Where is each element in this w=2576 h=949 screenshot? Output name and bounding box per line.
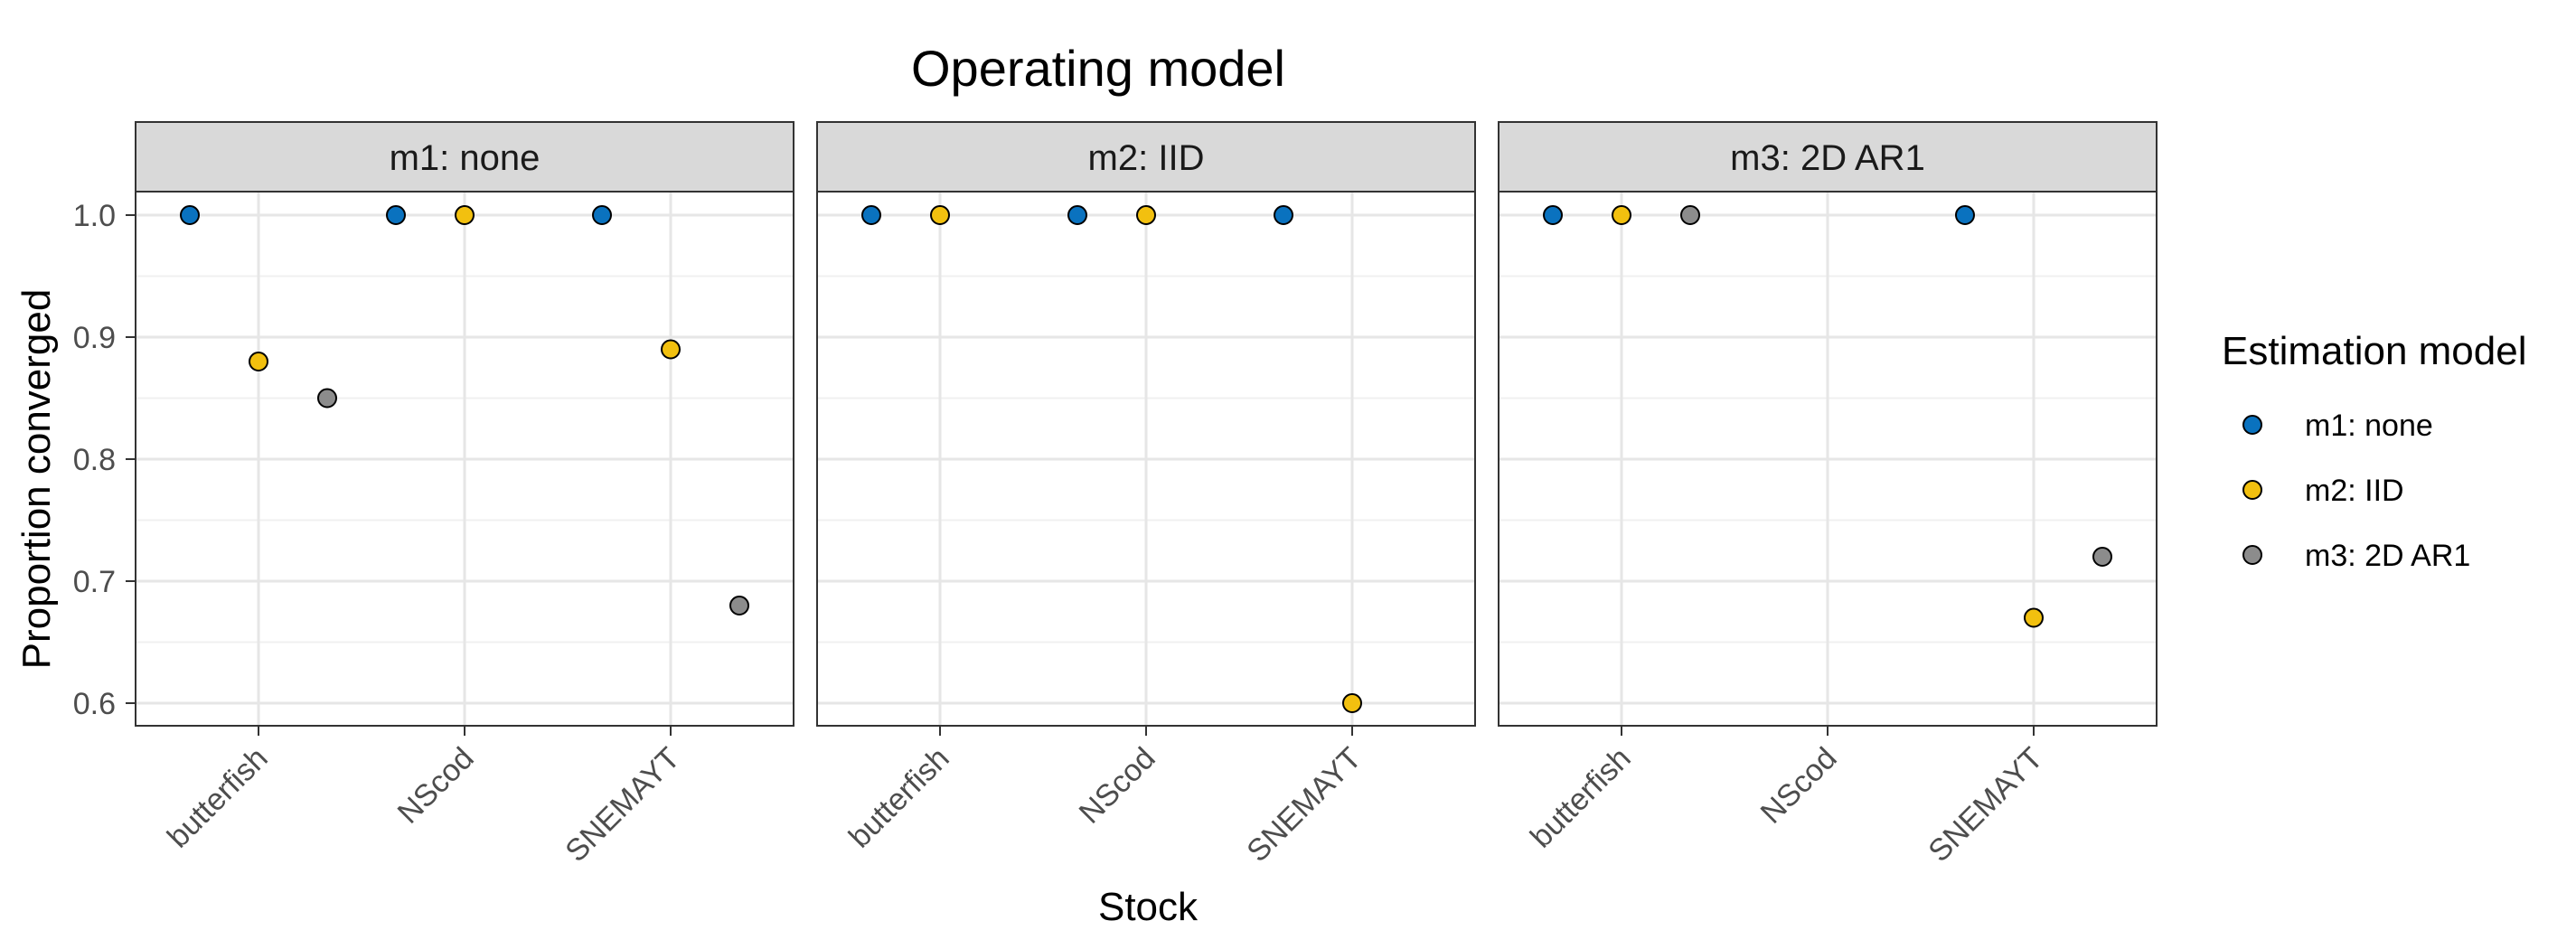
x-axis-title: Stock — [1098, 885, 1199, 929]
data-point-m1-none — [180, 205, 200, 225]
y-tick-label: 1.0 — [73, 199, 116, 233]
y-tick-label: 0.6 — [73, 687, 116, 721]
data-point-m2-iid — [1136, 205, 1156, 225]
x-tick-label: butterfish — [842, 741, 956, 855]
chart-title: Operating model — [911, 40, 1285, 97]
legend: Estimation model m1: none m2: IID m3: 2D A… — [2222, 329, 2526, 573]
x-tick-label: NScod — [1073, 741, 1162, 831]
x-tick-label: SNEMAYT — [1240, 741, 1368, 869]
data-point-m3-2d-ar1 — [1680, 205, 1700, 225]
data-point-m1-none — [592, 205, 612, 225]
data-point-m2-iid — [930, 205, 950, 225]
legend-key-marker — [2242, 415, 2262, 435]
y-tick-label: 0.9 — [73, 321, 116, 355]
facet-strip — [1498, 121, 2158, 193]
data-point-m1-none — [1067, 205, 1087, 225]
facet-panels: m1: none butterfish NScod SNEMAYT m2: IID but… — [73, 121, 2158, 869]
data-point-m2-iid — [455, 205, 475, 225]
facet-strip — [135, 121, 794, 193]
facet-panel-1: m1: none butterfish NScod SNEMAYT — [135, 121, 794, 869]
legend-key-marker — [2242, 480, 2262, 500]
facet-strip-label: m1: none — [390, 138, 541, 178]
legend-entry: m2: IID — [2242, 474, 2404, 508]
data-point-m1-none — [861, 205, 881, 225]
legend-entry: m1: none — [2242, 409, 2433, 443]
facet-panel-2: m2: IID butterfish NScod SNEMAYT — [816, 121, 1476, 869]
facet-panel-3: m3: 2D AR1 butterfish NScod SNEMAYT — [1498, 121, 2158, 869]
data-point-m3-2d-ar1 — [729, 596, 749, 615]
data-point-m2-iid — [661, 339, 681, 360]
y-axis: 0.6 0.7 0.8 0.9 1.0 — [73, 199, 136, 721]
facet-strip — [816, 121, 1476, 193]
legend-entry: m3: 2D AR1 — [2242, 539, 2470, 573]
facet-strip-label: m2: IID — [1088, 138, 1205, 178]
data-point-m3-2d-ar1 — [2092, 547, 2112, 567]
x-tick-label: SNEMAYT — [1922, 741, 2049, 869]
data-point-m2-iid — [249, 352, 268, 371]
x-tick-label: NScod — [391, 741, 481, 831]
y-axis-title: Proportion converged — [14, 289, 59, 670]
data-point-m2-iid — [2024, 607, 2044, 628]
legend-entry-label: m2: IID — [2305, 474, 2404, 508]
x-tick-label: SNEMAYT — [559, 741, 686, 869]
x-tick-label: butterfish — [1524, 741, 1638, 855]
y-tick-label: 0.8 — [73, 443, 116, 477]
data-point-m1-none — [1543, 205, 1563, 225]
x-tick-label: butterfish — [161, 741, 275, 855]
data-point-m3-2d-ar1 — [317, 388, 337, 409]
facet-strip-label: m3: 2D AR1 — [1730, 138, 1925, 178]
legend-title: Estimation model — [2222, 329, 2526, 373]
data-point-m2-iid — [1342, 693, 1362, 713]
data-point-m1-none — [1274, 205, 1293, 225]
data-point-m1-none — [386, 205, 406, 225]
data-point-m1-none — [1955, 205, 1975, 225]
data-point-m2-iid — [1612, 205, 1631, 225]
y-tick-label: 0.7 — [73, 565, 116, 599]
legend-entry-label: m1: none — [2305, 409, 2433, 443]
legend-entry-label: m3: 2D AR1 — [2305, 539, 2470, 573]
legend-key-marker — [2242, 545, 2262, 565]
x-tick-label: NScod — [1754, 741, 1844, 831]
